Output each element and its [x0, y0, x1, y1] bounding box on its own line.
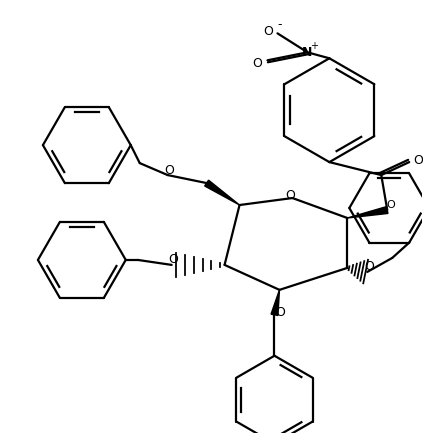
Polygon shape	[205, 180, 239, 205]
Text: O: O	[413, 154, 423, 167]
Text: O: O	[275, 306, 286, 319]
Text: O: O	[364, 260, 374, 273]
Text: O: O	[253, 57, 262, 70]
Text: +: +	[310, 41, 319, 52]
Text: O: O	[386, 200, 395, 210]
Text: O: O	[264, 25, 273, 38]
Text: N: N	[302, 46, 313, 59]
Text: O: O	[169, 253, 179, 266]
Polygon shape	[347, 207, 388, 218]
Polygon shape	[271, 290, 280, 316]
Text: O: O	[286, 188, 295, 201]
Text: -: -	[277, 18, 282, 31]
Text: O: O	[165, 164, 175, 177]
